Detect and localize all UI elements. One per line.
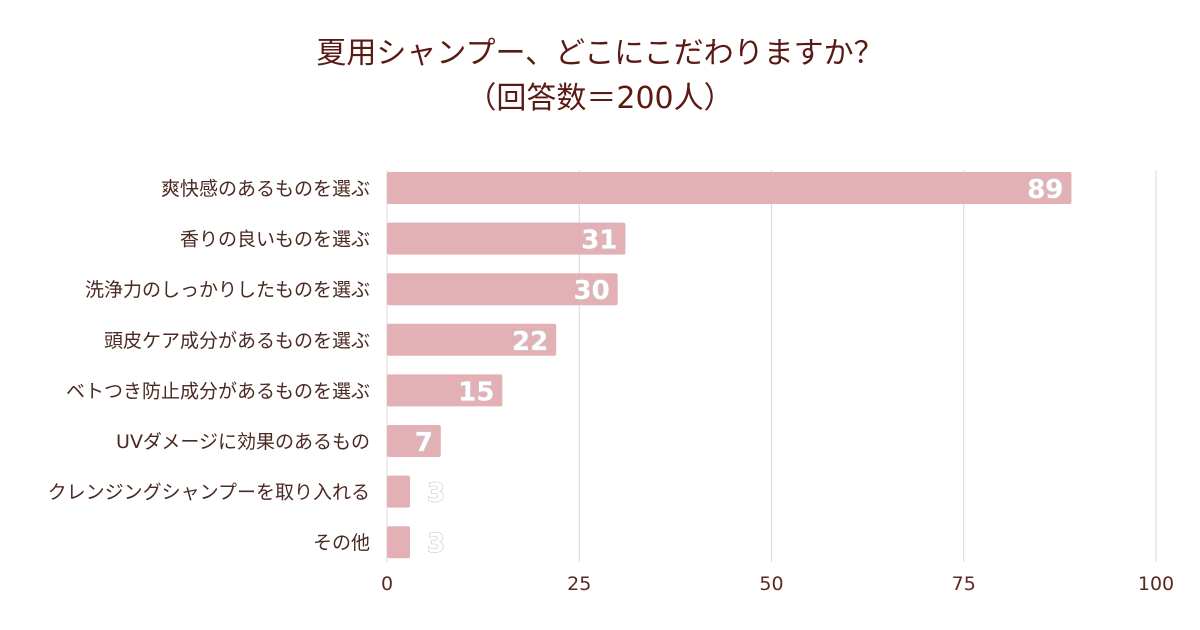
- category-labels: 爽快感のあるものを選ぶ香りの良いものを選ぶ洗浄力のしっかりしたものを選ぶ頭皮ケア…: [48, 178, 370, 554]
- bars: [387, 172, 1072, 559]
- category-label: 洗浄力のしっかりしたものを選ぶ: [85, 279, 370, 301]
- bar: [387, 475, 411, 508]
- x-tick-label: 0: [381, 573, 393, 595]
- bar: [387, 425, 441, 457]
- category-label: 爽快感のあるものを選ぶ: [161, 178, 370, 200]
- data-label: 30: [574, 276, 610, 306]
- bar: [387, 222, 626, 255]
- data-label: 3: [427, 479, 445, 509]
- data-label: 15: [458, 377, 494, 407]
- bar: [387, 273, 618, 306]
- bar: [387, 526, 411, 559]
- category-label: 頭皮ケア成分があるものを選ぶ: [104, 330, 370, 352]
- x-tick-label: 25: [567, 573, 591, 595]
- data-label: 3: [427, 529, 445, 559]
- chart-title-line-1: 夏用シャンプー、どこにこだわりますか？: [316, 36, 883, 71]
- category-label: クレンジングシャンプーを取り入れる: [48, 482, 370, 504]
- data-label: 7: [415, 428, 433, 458]
- x-tick-label: 75: [952, 573, 976, 595]
- bar: [387, 172, 1072, 204]
- category-label: UVダメージに効果のあるもの: [116, 431, 370, 453]
- x-tick-label: 100: [1138, 573, 1174, 595]
- chart-title-line-2: （回答数＝200人）: [466, 81, 733, 116]
- category-label: その他: [313, 532, 370, 554]
- x-axis-ticks: 0 25 50 75 100: [381, 573, 1174, 595]
- bar: [387, 374, 503, 407]
- data-label: 22: [512, 327, 548, 357]
- category-label: 香りの良いものを選ぶ: [180, 229, 370, 251]
- bar: [387, 323, 557, 356]
- x-tick-label: 50: [759, 573, 783, 595]
- data-label: 89: [1027, 175, 1063, 205]
- data-labels: 89 31 30 22 15 7 3 3: [414, 174, 1064, 559]
- data-label: 31: [581, 226, 617, 256]
- category-label: ベトつき防止成分があるものを選ぶ: [66, 380, 370, 402]
